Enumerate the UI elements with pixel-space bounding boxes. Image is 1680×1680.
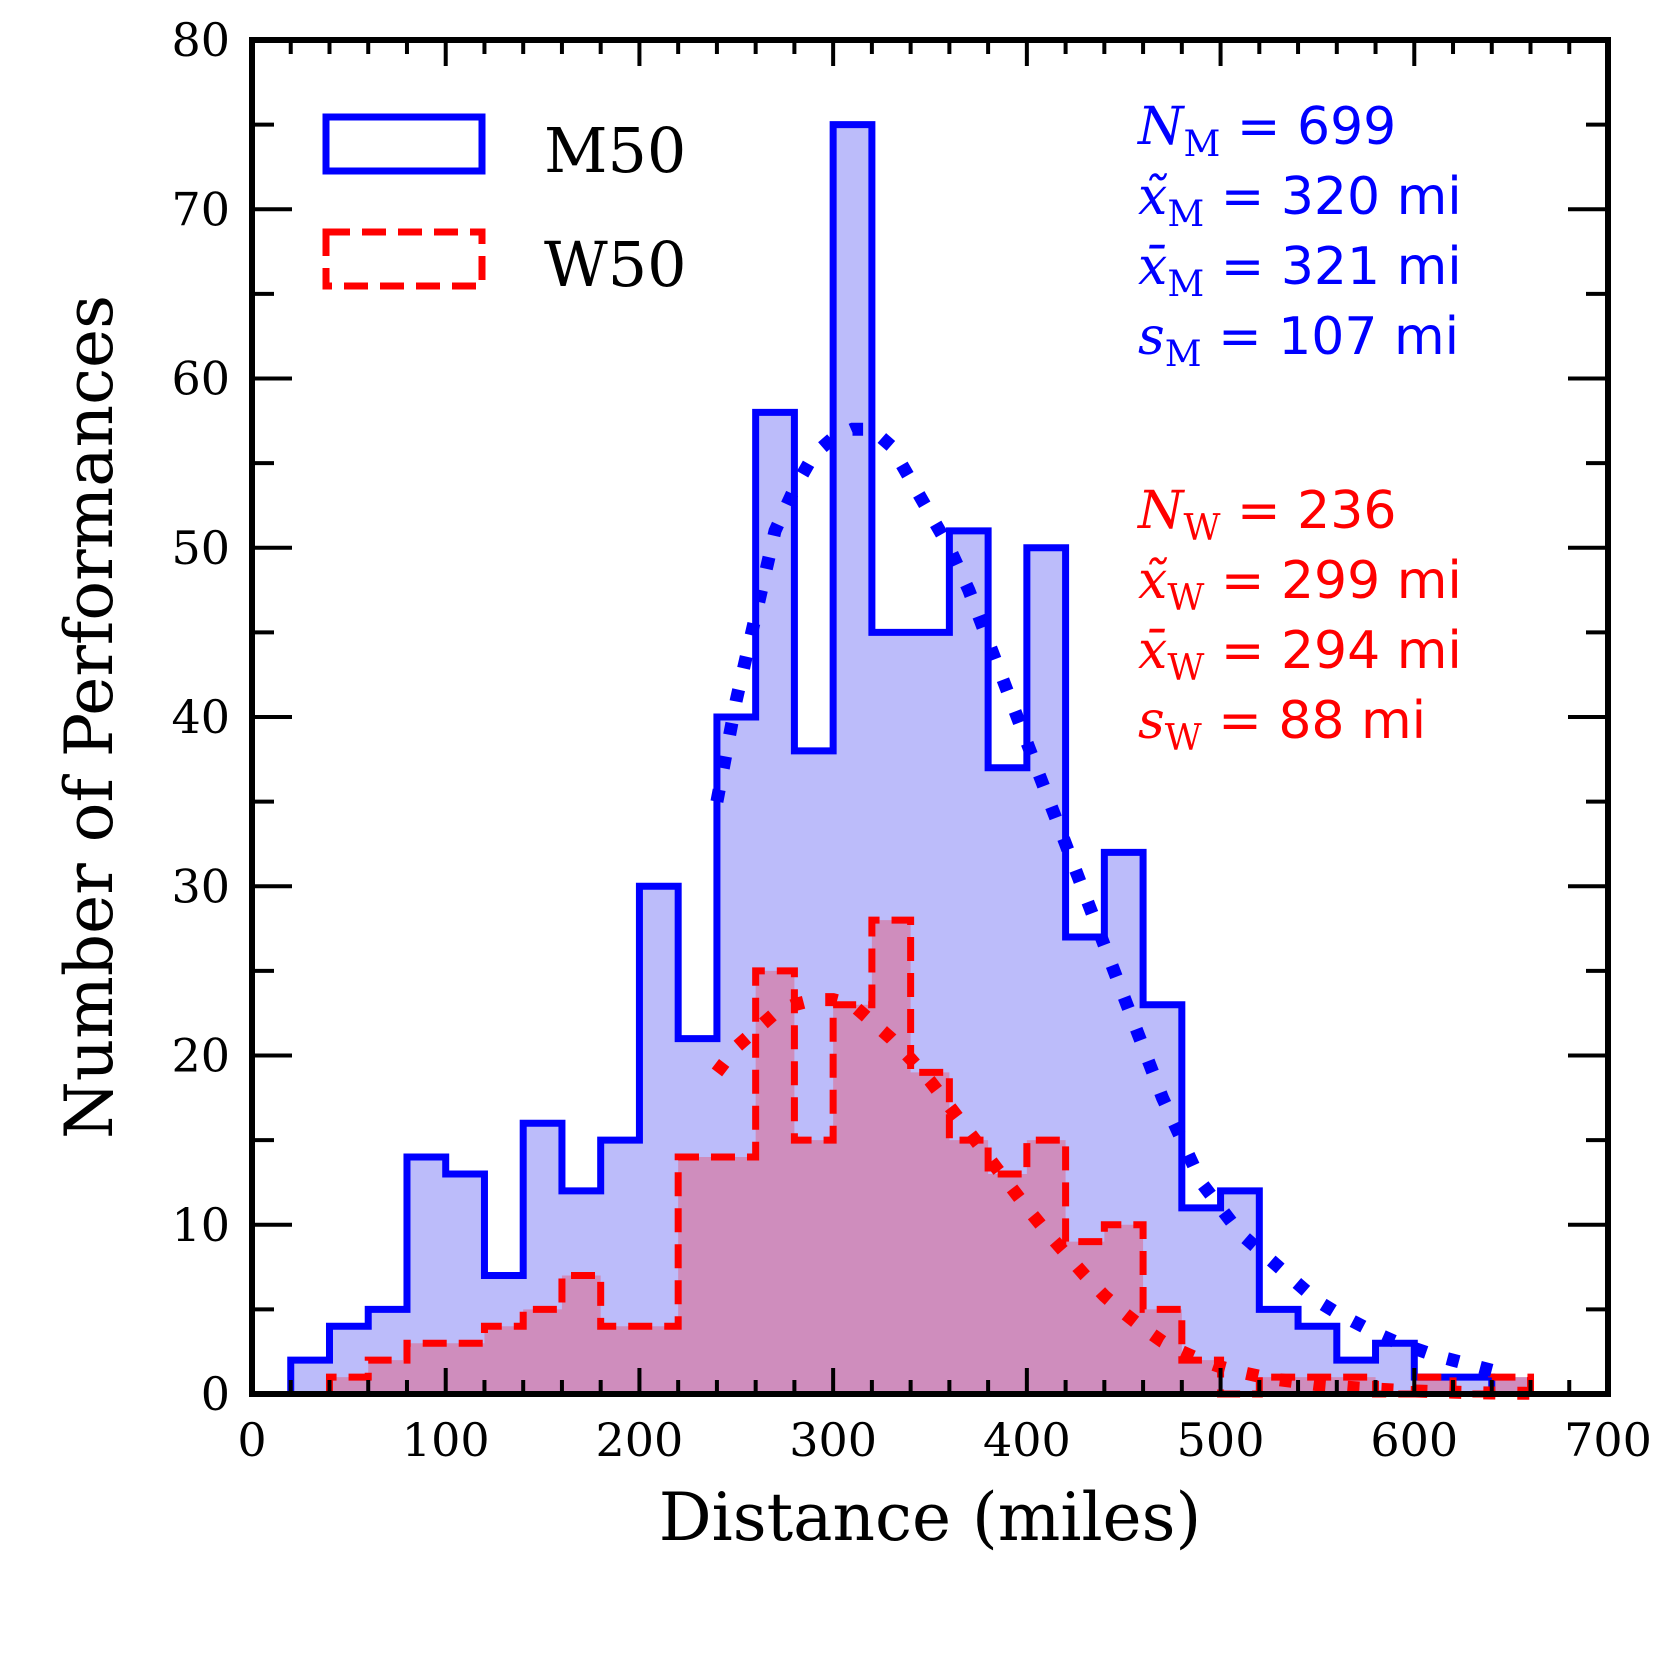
m50-stat-value: = 107 mi [1202,307,1460,367]
w50-bar [446,1343,485,1394]
w50-bar [523,1309,562,1394]
m50-stat-symbol: s [1138,307,1165,367]
y-tick-label: 80 [171,13,230,67]
y-tick-label: 70 [171,182,230,236]
y-axis-title: Number of Performances [51,295,128,1139]
x-tick-label: 400 [983,1413,1071,1467]
m50-bar [1376,1343,1415,1394]
w50-bar [562,1276,601,1394]
axes: 0 100 200 300 400 500 600 700 0 10 20 30 40 50 60 70 80 [171,13,1651,1467]
w50-bar [717,1157,756,1394]
m50-stat-subscript: M [1184,124,1221,165]
m50-histogram-outline [287,121,1496,1394]
m50-stat-value: = 320 mi [1204,167,1462,227]
m50-stat-line: NM = 699 [1136,97,1396,165]
m50-fill [290,124,1492,1394]
w50-stat-value: = 294 mi [1204,621,1462,681]
w50-bar [794,1140,833,1394]
w50-stat-line: NW = 236 [1136,481,1396,549]
w50-stat-symbol: s [1138,691,1165,751]
m50-stat-symbol: N [1136,97,1185,157]
w50-bar [678,1157,717,1394]
m50-stat-value: = 321 mi [1204,237,1462,297]
x-tick-label: 700 [1564,1413,1652,1467]
w50-stat-value: = 299 mi [1204,551,1462,611]
w50-stat-subscript: W [1165,718,1202,759]
w50-bar [1066,1242,1105,1394]
w50-stat-subscript: W [1167,578,1204,619]
legend-label-w50: W50 [544,228,687,301]
y-tick-label: 40 [171,690,230,744]
legend-swatch-w50 [322,228,486,290]
x-tick-label: 200 [596,1413,684,1467]
y-tick-label: 10 [171,1198,230,1252]
plot-area [287,121,1535,1400]
w50-stat-symbol: x̄ [1138,621,1167,681]
m50-stat-subscript: M [1167,194,1204,235]
w50-bar [1027,1140,1066,1394]
y-tick-label: 20 [171,1029,230,1083]
m50-stat-line: x̄M = 321 mi [1138,237,1462,305]
m50-bar [639,886,678,1394]
w50-bar [407,1343,446,1394]
w50-stat-line: sW = 88 mi [1138,691,1426,759]
w50-bar [484,1326,523,1394]
m50-stat-value: = 699 [1220,97,1396,157]
m50-stat-subscript: M [1167,264,1204,305]
m50-stat-line: sM = 107 mi [1138,307,1459,375]
w50-bar [756,971,795,1394]
x-tick-label: 500 [1177,1413,1265,1467]
w50-stat-symbol: x̃ [1138,551,1168,611]
w50-stat-subscript: W [1167,648,1204,689]
w50-stat-line: x̃W = 299 mi [1138,551,1462,619]
w50-bar [833,1005,872,1394]
w50-stat-value: = 236 [1221,481,1397,541]
y-tick-label: 50 [171,521,230,575]
w50-fill [329,920,1531,1394]
legend-swatch-m50 [322,113,486,175]
w50-bar [1143,1309,1182,1394]
y-tick-label: 60 [171,352,230,406]
x-tick-label: 300 [789,1413,877,1467]
legend-label-m50: M50 [544,114,686,187]
w50-bar [639,1326,678,1394]
y-tick-label: 0 [201,1367,230,1421]
x-axis-title: Distance (miles) [659,1479,1202,1556]
w50-bar [911,1072,950,1394]
w50-histogram-outline [325,916,1535,1398]
x-tick-label: 100 [402,1413,490,1467]
w50-bar [368,1360,407,1394]
m50-stat-line: x̃M = 320 mi [1138,167,1462,235]
m50-stat-symbol: x̃ [1138,167,1168,227]
w50-stat-subscript: W [1184,508,1221,549]
x-tick-label: 600 [1370,1413,1458,1467]
legend: M50 W50 [322,113,687,301]
w50-stat-value: = 88 mi [1202,691,1426,751]
x-tick-label: 0 [237,1413,266,1467]
w50-stat-symbol: N [1136,481,1185,541]
w50-bar [872,920,911,1394]
y-tick-label: 30 [171,859,230,913]
w50-bar [988,1174,1027,1394]
m50-stat-symbol: x̄ [1138,237,1167,297]
w50-bar [601,1326,640,1394]
m50-bar [291,1360,330,1394]
m50-stat-subscript: M [1165,334,1202,375]
w50-stat-line: x̄W = 294 mi [1138,621,1462,689]
w50-bar [1104,1225,1143,1394]
m50-fit-curve [710,422,1494,1377]
w50-bar [949,1140,988,1394]
